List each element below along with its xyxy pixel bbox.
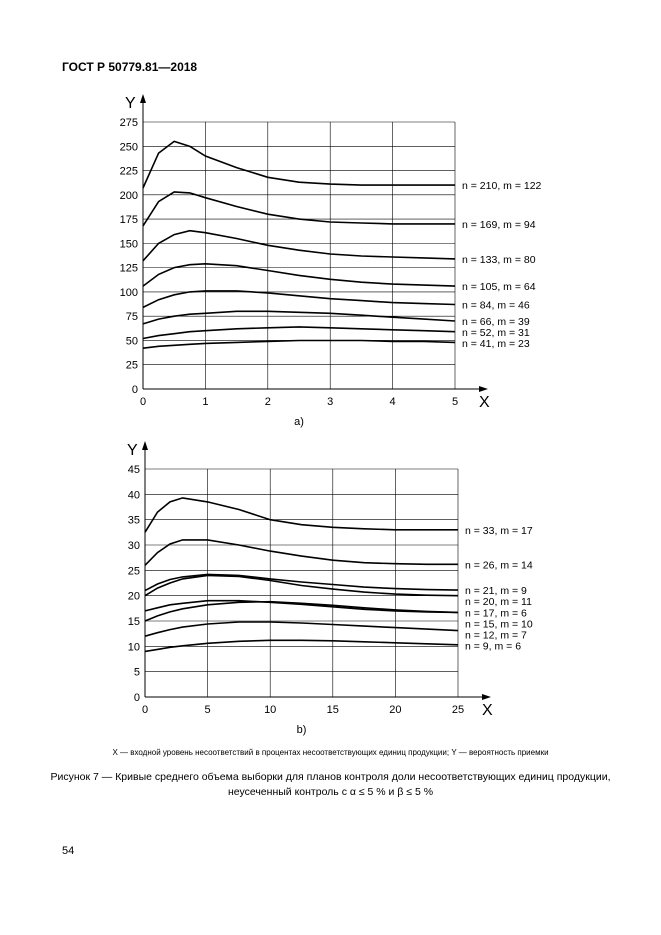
y-axis-label: Y — [127, 442, 138, 459]
series-line — [142, 229, 456, 262]
page-number: 54 — [62, 845, 75, 857]
y-tick-label: 5 — [134, 667, 140, 679]
x-tick-label: 0 — [140, 396, 146, 408]
x-tick-label: 3 — [327, 396, 333, 408]
sub-label: a) — [294, 416, 304, 428]
y-tick-label: 200 — [120, 190, 138, 202]
y-tick-label: 100 — [120, 287, 138, 299]
y-axis-label: Y — [125, 95, 136, 112]
series-label: n = 26, m = 14 — [465, 559, 533, 571]
series-label: n = 41, m = 23 — [462, 338, 530, 350]
header: ГОСТ Р 50779.81—2018 — [62, 60, 198, 74]
note: X — входной уровень несоответствий в про… — [112, 748, 549, 757]
x-axis-label: X — [482, 702, 493, 719]
x-tick-label: 0 — [142, 704, 148, 716]
series-label: n = 12, m = 7 — [465, 629, 527, 641]
x-tick-label: 5 — [452, 396, 458, 408]
series-label: n = 33, m = 17 — [465, 525, 533, 537]
axis-arrow — [482, 694, 491, 700]
series-line — [144, 639, 459, 653]
y-tick-label: 250 — [120, 141, 138, 153]
y-tick-label: 0 — [134, 692, 140, 704]
axis-arrow — [140, 94, 146, 103]
series-label: n = 169, m = 94 — [462, 219, 536, 231]
series-label: n = 84, m = 46 — [462, 300, 530, 312]
x-tick-label: 25 — [452, 704, 464, 716]
series-line — [142, 191, 455, 227]
y-tick-label: 25 — [126, 360, 138, 372]
series-label: n = 66, m = 39 — [462, 316, 530, 328]
x-tick-label: 1 — [202, 396, 208, 408]
y-tick-label: 175 — [120, 214, 138, 226]
series-label: n = 9, m = 6 — [465, 640, 521, 652]
x-tick-label: 5 — [205, 704, 211, 716]
series-label: n = 210, m = 122 — [462, 180, 542, 192]
y-tick-label: 125 — [120, 263, 138, 275]
y-tick-label: 275 — [120, 117, 138, 129]
series-label: n = 17, m = 6 — [465, 607, 527, 619]
series-line — [144, 600, 459, 622]
x-tick-label: 2 — [265, 396, 271, 408]
axis-arrow — [142, 441, 148, 450]
axis-arrow — [479, 386, 488, 392]
series-line — [142, 326, 456, 340]
series-label: n = 52, m = 31 — [462, 327, 530, 339]
x-tick-label: 10 — [264, 704, 276, 716]
y-tick-label: 225 — [120, 166, 138, 178]
series-line — [142, 290, 456, 309]
y-tick-label: 35 — [128, 515, 140, 527]
series-label: n = 133, m = 80 — [462, 254, 536, 266]
y-tick-label: 10 — [128, 641, 140, 653]
y-tick-label: 25 — [128, 565, 140, 577]
series-label: n = 20, m = 11 — [465, 596, 532, 608]
y-tick-label: 30 — [128, 540, 140, 552]
x-tick-label: 20 — [389, 704, 401, 716]
caption-line: неусеченный контроль с α ≤ 5 % и β ≤ 5 % — [227, 786, 434, 798]
y-tick-label: 20 — [128, 591, 140, 603]
series-label: n = 15, m = 10 — [465, 618, 533, 630]
x-axis-label: X — [479, 394, 490, 411]
y-tick-label: 150 — [120, 238, 138, 250]
y-tick-label: 0 — [132, 384, 138, 396]
y-tick-label: 45 — [128, 464, 140, 476]
y-tick-label: 40 — [128, 489, 140, 501]
series-line — [144, 574, 459, 597]
y-tick-label: 75 — [126, 311, 138, 323]
series-line — [144, 573, 459, 592]
series-line — [142, 310, 456, 325]
series-line — [142, 140, 455, 189]
y-tick-label: 15 — [128, 616, 140, 628]
sub-label: b) — [297, 724, 307, 736]
y-tick-label: 50 — [126, 335, 138, 347]
x-tick-label: 15 — [327, 704, 339, 716]
x-tick-label: 4 — [390, 396, 396, 408]
series-label: n = 105, m = 64 — [462, 281, 536, 293]
series-line — [144, 539, 458, 566]
series-line — [142, 339, 456, 349]
series-line — [144, 621, 459, 637]
caption-line: Рисунок 7 — Кривые среднего объема выбор… — [50, 771, 611, 783]
series-label: n = 21, m = 9 — [465, 585, 527, 597]
series-line — [144, 497, 458, 533]
series-line — [142, 262, 456, 287]
